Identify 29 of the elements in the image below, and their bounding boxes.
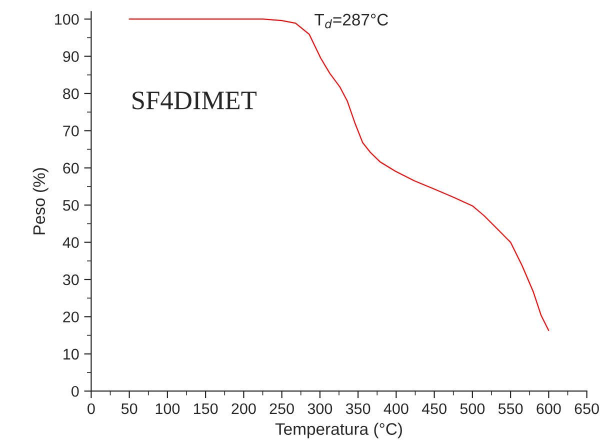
x-tick-label: 200	[232, 403, 256, 414]
x-tick-label: 500	[460, 403, 485, 414]
y-tick-label: 40	[62, 237, 79, 248]
y-tick-label: 10	[64, 348, 79, 360]
annotation: T$_{d}$=287°C	[314, 14, 388, 28]
y-tick-label: 50	[63, 200, 79, 211]
x-tick-label: 0	[88, 403, 95, 414]
y-tick-label: 60	[63, 162, 79, 174]
x-tick-label: 100	[156, 403, 180, 414]
x-tick-label: 400	[384, 403, 408, 414]
x-tick-label: 300	[308, 403, 332, 414]
x-axis-title: Temperatura (°C)	[275, 422, 402, 438]
x-tick-label: 350	[346, 403, 370, 414]
y-tick-label: 70	[63, 126, 79, 136]
x-tick-label: 150	[194, 403, 218, 414]
y-tick-label: 90	[63, 51, 79, 62]
x-tick-label: 250	[270, 403, 294, 414]
y-tick-label: 0	[71, 386, 79, 397]
x-tick-label: 50	[121, 403, 138, 414]
y-tick-label: 100	[55, 14, 79, 25]
x-tick-label: 450	[422, 403, 446, 414]
x-tick-label: 550	[498, 403, 523, 414]
y-axis-title: Peso (%)	[32, 168, 48, 234]
y-tick-label: 80	[63, 88, 79, 100]
x-tick-label: 600	[536, 403, 561, 414]
y-tick-label: 20	[63, 312, 79, 322]
annotation: SF4DIMET	[132, 92, 257, 110]
y-tick-label: 30	[62, 274, 79, 286]
x-tick-label: 650	[574, 403, 599, 414]
